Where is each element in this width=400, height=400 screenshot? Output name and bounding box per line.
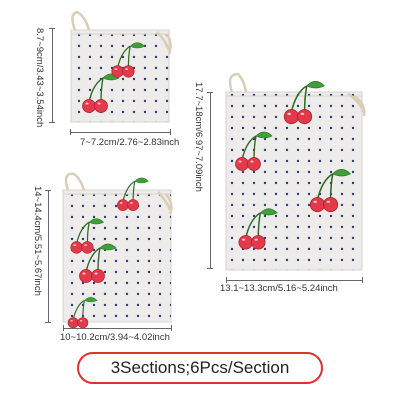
small-bag-image: [70, 10, 172, 123]
medium-width-label: 10~10.2cm/3.94~4.02inch: [60, 332, 170, 343]
small-width-tick-left: [70, 129, 71, 135]
small-height-tick-bottom: [49, 122, 55, 123]
large-height-line: [210, 92, 211, 268]
medium-height-label: 14~14.4cm/5.51~5.67inch: [32, 186, 43, 296]
large-height-label: 17.7~18cm/6.97~7.09inch: [193, 82, 204, 192]
sections-banner: 3Sections;6Pcs/Section: [77, 352, 323, 384]
large-width-tick-right: [362, 277, 363, 283]
medium-bag-image: [62, 172, 173, 328]
medium-height-line: [48, 190, 49, 322]
medium-width-line: [63, 328, 171, 329]
large-height-tick-top: [207, 92, 213, 93]
small-width-tick-right: [170, 129, 171, 135]
medium-height-tick-top: [45, 190, 51, 191]
small-height-line: [52, 28, 53, 122]
large-bag-image: [225, 72, 366, 271]
small-height-tick-top: [49, 28, 55, 29]
medium-height-tick-bottom: [45, 322, 51, 323]
large-width-line: [226, 280, 362, 281]
small-width-line: [70, 132, 170, 133]
drawstring-icon: [64, 172, 173, 215]
small-height-label: 8.7~9cm/3.43~3.54inch: [34, 28, 45, 128]
large-width-label: 13.1~13.3cm/5.16~5.24inch: [220, 283, 338, 294]
medium-width-tick-right: [171, 325, 172, 331]
medium-width-tick-left: [63, 325, 64, 331]
large-width-tick-left: [226, 277, 227, 283]
drawstring-icon: [71, 10, 172, 55]
small-width-label: 7~7.2cm/2.76~2.83inch: [80, 137, 180, 148]
sections-banner-text: 3Sections;6Pcs/Section: [110, 358, 290, 377]
drawstring-icon: [228, 72, 366, 117]
large-height-tick-bottom: [207, 268, 213, 269]
